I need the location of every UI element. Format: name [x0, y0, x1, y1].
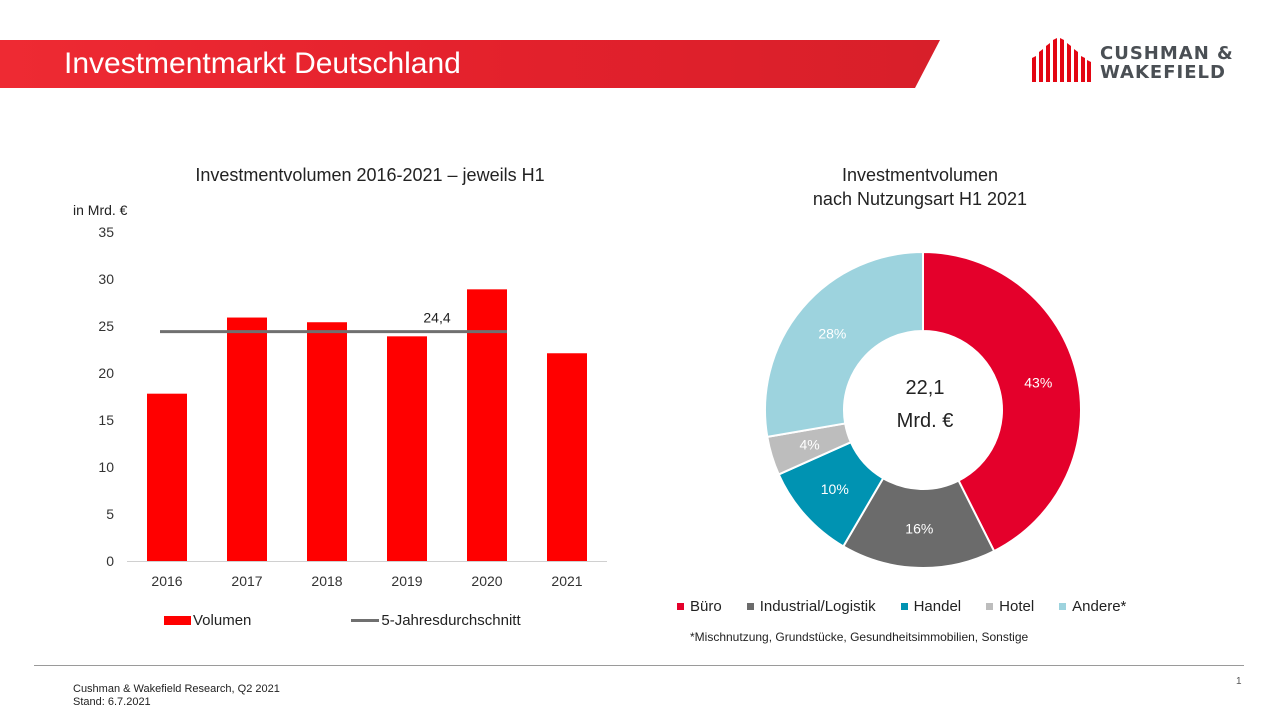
center-unit: Mrd. €	[897, 410, 954, 432]
y-tick-label: 10	[98, 459, 114, 475]
source-line-1: Cushman & Wakefield Research, Q2 2021	[73, 683, 280, 695]
slide-title: Investmentmarkt Deutschland	[64, 47, 461, 80]
legend-label-hotel: Hotel	[999, 598, 1035, 615]
x-tick-label: 2020	[471, 573, 502, 589]
y-tick-label: 15	[98, 412, 114, 428]
brand-line-2: WAKEFIELD	[1100, 62, 1226, 83]
bar-2018	[307, 322, 347, 561]
brand-wordmark: CUSHMAN & WAKEFIELD	[1100, 44, 1234, 82]
legend-swatch-handel	[900, 603, 908, 610]
pie-title-line-1: Investmentvolumen	[841, 165, 999, 185]
bar-chart-legend: Volumen 5-Jahresdurchschnitt	[164, 612, 621, 629]
bar-2021	[547, 353, 587, 561]
average-line-label: 24,4	[423, 310, 450, 326]
legend-swatch-volumen	[164, 616, 191, 625]
bar-chart-title: Investmentvolumen 2016-2021 – jeweils H1	[195, 165, 545, 185]
legend-label-logistik: Industrial/Logistik	[759, 598, 876, 615]
legend-item-average: 5-Jahresdurchschnitt	[351, 612, 521, 629]
legend-item-buero: Büro	[677, 598, 722, 615]
x-tick-label: 2016	[151, 573, 182, 589]
legend-label-average: 5-Jahresdurchschnitt	[381, 612, 521, 629]
pie-chart-legend: Büro Industrial/Logistik Handel Hotel An…	[677, 598, 1151, 615]
y-tick-label: 5	[106, 506, 114, 522]
legend-item-hotel: Hotel	[986, 598, 1034, 615]
legend-swatch-andere	[1059, 603, 1067, 610]
legend-item-handel: Handel	[900, 598, 962, 615]
bar-2017	[227, 317, 267, 561]
doughnut-chart: 43% 16% 10% 4% 28% 22,1 Mrd. €	[764, 250, 1082, 569]
legend-item-andere: Andere*	[1059, 598, 1126, 615]
slice-4	[764, 250, 924, 439]
x-tick-label: 2019	[391, 573, 422, 589]
legend-swatch-hotel	[986, 603, 994, 610]
y-tick-label: 35	[98, 224, 114, 240]
page-number: 1	[1236, 676, 1242, 687]
cushman-wakefield-logo-icon	[1032, 38, 1091, 82]
legend-swatch-logistik	[746, 603, 754, 610]
x-tick-label: 2018	[311, 573, 342, 589]
footer-source: Cushman & Wakefield Research, Q2 2021 St…	[73, 683, 280, 709]
slice-label-1: 16%	[905, 520, 933, 536]
brand-line-1: CUSHMAN &	[1100, 43, 1234, 64]
bar-2020	[467, 289, 507, 561]
legend-item-logistik: Industrial/Logistik	[746, 598, 876, 615]
slice-0	[922, 250, 1082, 553]
y-axis-unit-label: in Mrd. €	[73, 202, 128, 218]
slice-label-2: 10%	[821, 481, 849, 497]
slice-1	[841, 476, 996, 569]
x-tick-label: 2021	[551, 573, 582, 589]
bar-2019	[387, 336, 427, 561]
x-tick-label: 2017	[231, 573, 262, 589]
legend-item-volumen: Volumen	[164, 612, 251, 629]
bar-2016	[147, 393, 187, 561]
legend-label-volumen: Volumen	[193, 612, 252, 629]
legend-swatch-average	[351, 619, 380, 622]
pie-title-line-2: nach Nutzungsart H1 2021	[812, 189, 1028, 209]
pie-chart-title: Investmentvolumen nach Nutzungsart H1 20…	[720, 163, 1120, 211]
y-tick-label: 20	[98, 365, 114, 381]
slice-label-4: 28%	[818, 326, 846, 342]
bar-chart: 0 5 10 15 20 25 30 35 2016 2017 2018 2019 2020 2021 24…	[98, 224, 607, 589]
y-tick-label: 25	[98, 318, 114, 334]
legend-swatch-buero	[677, 603, 684, 610]
footer-divider	[34, 665, 1244, 666]
footnote: *Mischnutzung, Grundstücke, Gesundheitsi…	[690, 630, 1029, 644]
title-banner	[0, 40, 940, 88]
y-tick-label: 0	[106, 553, 114, 569]
source-line-2: Stand: 6.7.2021	[73, 696, 151, 708]
legend-label-buero: Büro	[690, 598, 722, 615]
y-tick-label: 30	[98, 271, 114, 287]
slice-label-0: 43%	[1024, 375, 1052, 391]
legend-label-handel: Handel	[913, 598, 962, 615]
legend-label-andere: Andere*	[1072, 598, 1127, 615]
slice-label-3: 4%	[800, 437, 820, 453]
center-value: 22,1	[906, 377, 945, 399]
